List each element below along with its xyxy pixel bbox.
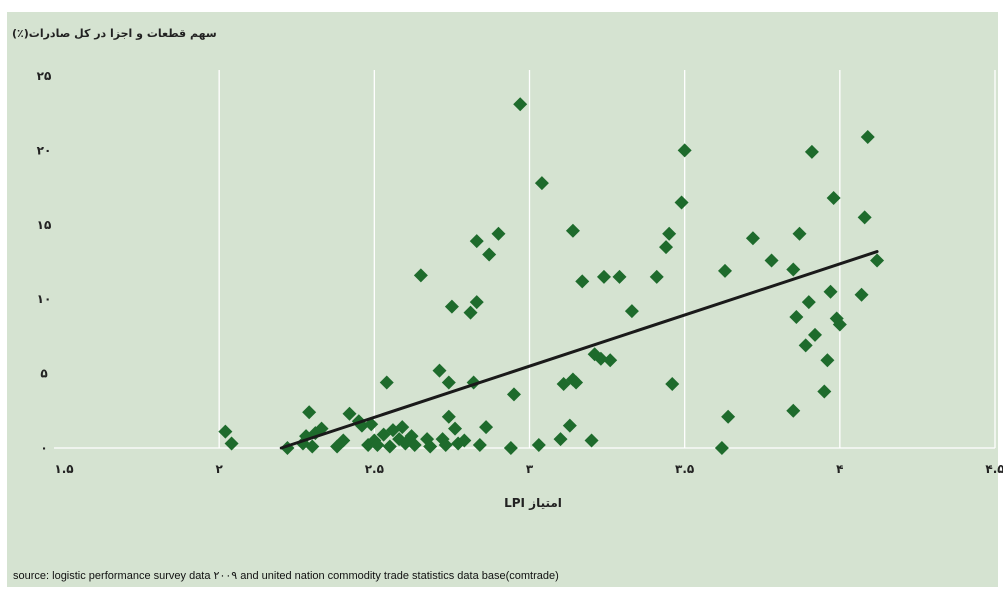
data-point bbox=[218, 424, 233, 439]
data-point bbox=[721, 409, 736, 424]
data-point bbox=[448, 421, 463, 436]
data-point bbox=[575, 274, 590, 289]
data-point bbox=[463, 305, 478, 320]
data-point bbox=[854, 287, 869, 302]
data-point bbox=[789, 310, 804, 325]
data-point bbox=[792, 226, 807, 241]
data-point bbox=[423, 439, 438, 454]
data-point bbox=[336, 433, 351, 448]
data-point bbox=[826, 191, 841, 206]
data-point bbox=[870, 253, 885, 268]
x-tick-label: ۲.۵ bbox=[365, 462, 384, 476]
y-tick-label: ۱۰ bbox=[37, 292, 52, 306]
data-point bbox=[665, 377, 680, 392]
data-point bbox=[513, 97, 528, 112]
data-point bbox=[469, 234, 484, 249]
data-point bbox=[624, 304, 639, 319]
data-point bbox=[764, 253, 779, 268]
data-point bbox=[565, 223, 580, 238]
data-point bbox=[860, 130, 875, 145]
data-point bbox=[457, 433, 472, 448]
data-point bbox=[491, 226, 506, 241]
data-point bbox=[553, 432, 568, 447]
data-point bbox=[603, 353, 618, 368]
data-point bbox=[593, 351, 608, 366]
x-tick-label: ۴.۵ bbox=[985, 462, 1003, 476]
chart-panel bbox=[7, 12, 998, 587]
y-tick-label: ۲۵ bbox=[37, 69, 52, 83]
y-axis-label: سهم قطعات و اجزا در کل صادرات(٪) bbox=[12, 27, 217, 40]
data-point bbox=[441, 375, 456, 390]
data-point bbox=[612, 269, 627, 284]
data-point bbox=[798, 338, 813, 353]
x-tick-label: ۲ bbox=[216, 462, 224, 476]
data-point bbox=[662, 226, 677, 241]
data-point bbox=[832, 317, 847, 332]
data-point bbox=[469, 295, 484, 310]
y-tick-label: ۵ bbox=[40, 367, 47, 381]
data-point bbox=[382, 439, 397, 454]
data-point bbox=[472, 438, 487, 453]
data-point bbox=[482, 247, 497, 262]
data-point bbox=[302, 405, 317, 420]
source-note: source: logistic performance survey data… bbox=[13, 570, 559, 582]
data-point bbox=[503, 441, 518, 455]
y-tick-label: ۱۵ bbox=[37, 218, 52, 232]
x-tick-label: ۳ bbox=[526, 462, 534, 476]
data-point bbox=[370, 438, 385, 453]
data-point bbox=[379, 375, 394, 390]
data-point bbox=[718, 263, 733, 278]
data-point bbox=[562, 418, 577, 433]
data-point bbox=[441, 409, 456, 424]
data-point bbox=[786, 262, 801, 277]
data-point bbox=[438, 438, 453, 453]
x-tick-label: ۴ bbox=[836, 462, 843, 476]
trend-line bbox=[279, 250, 879, 450]
y-tick-label: ۲۰ bbox=[37, 143, 52, 157]
x-tick-label: ۳.۵ bbox=[675, 462, 694, 476]
data-point bbox=[801, 295, 816, 310]
data-point bbox=[674, 195, 689, 210]
data-point bbox=[506, 387, 521, 402]
data-point bbox=[820, 353, 835, 368]
data-point bbox=[224, 436, 239, 451]
data-point bbox=[659, 240, 674, 255]
data-point bbox=[444, 299, 459, 314]
data-point bbox=[817, 384, 832, 399]
data-point bbox=[677, 143, 692, 158]
data-point bbox=[804, 144, 819, 159]
data-point bbox=[786, 403, 801, 418]
data-point bbox=[413, 268, 428, 283]
data-point bbox=[569, 375, 584, 390]
data-point bbox=[534, 176, 549, 191]
data-point bbox=[407, 438, 422, 453]
data-point bbox=[857, 210, 872, 225]
data-point bbox=[649, 269, 664, 284]
data-point bbox=[432, 363, 447, 378]
data-point bbox=[714, 441, 729, 455]
data-point bbox=[596, 269, 611, 284]
data-point bbox=[305, 439, 320, 454]
data-point bbox=[584, 433, 599, 448]
data-point bbox=[745, 231, 760, 246]
data-point bbox=[823, 284, 838, 299]
data-point bbox=[395, 420, 410, 435]
y-tick-label: ۰ bbox=[40, 441, 47, 455]
data-point bbox=[479, 420, 494, 435]
data-point bbox=[808, 327, 823, 342]
x-tick-label: ۱.۵ bbox=[54, 462, 73, 476]
data-point bbox=[342, 406, 357, 421]
x-axis-label: امتیاز LPI bbox=[504, 496, 562, 510]
data-point bbox=[531, 438, 546, 453]
